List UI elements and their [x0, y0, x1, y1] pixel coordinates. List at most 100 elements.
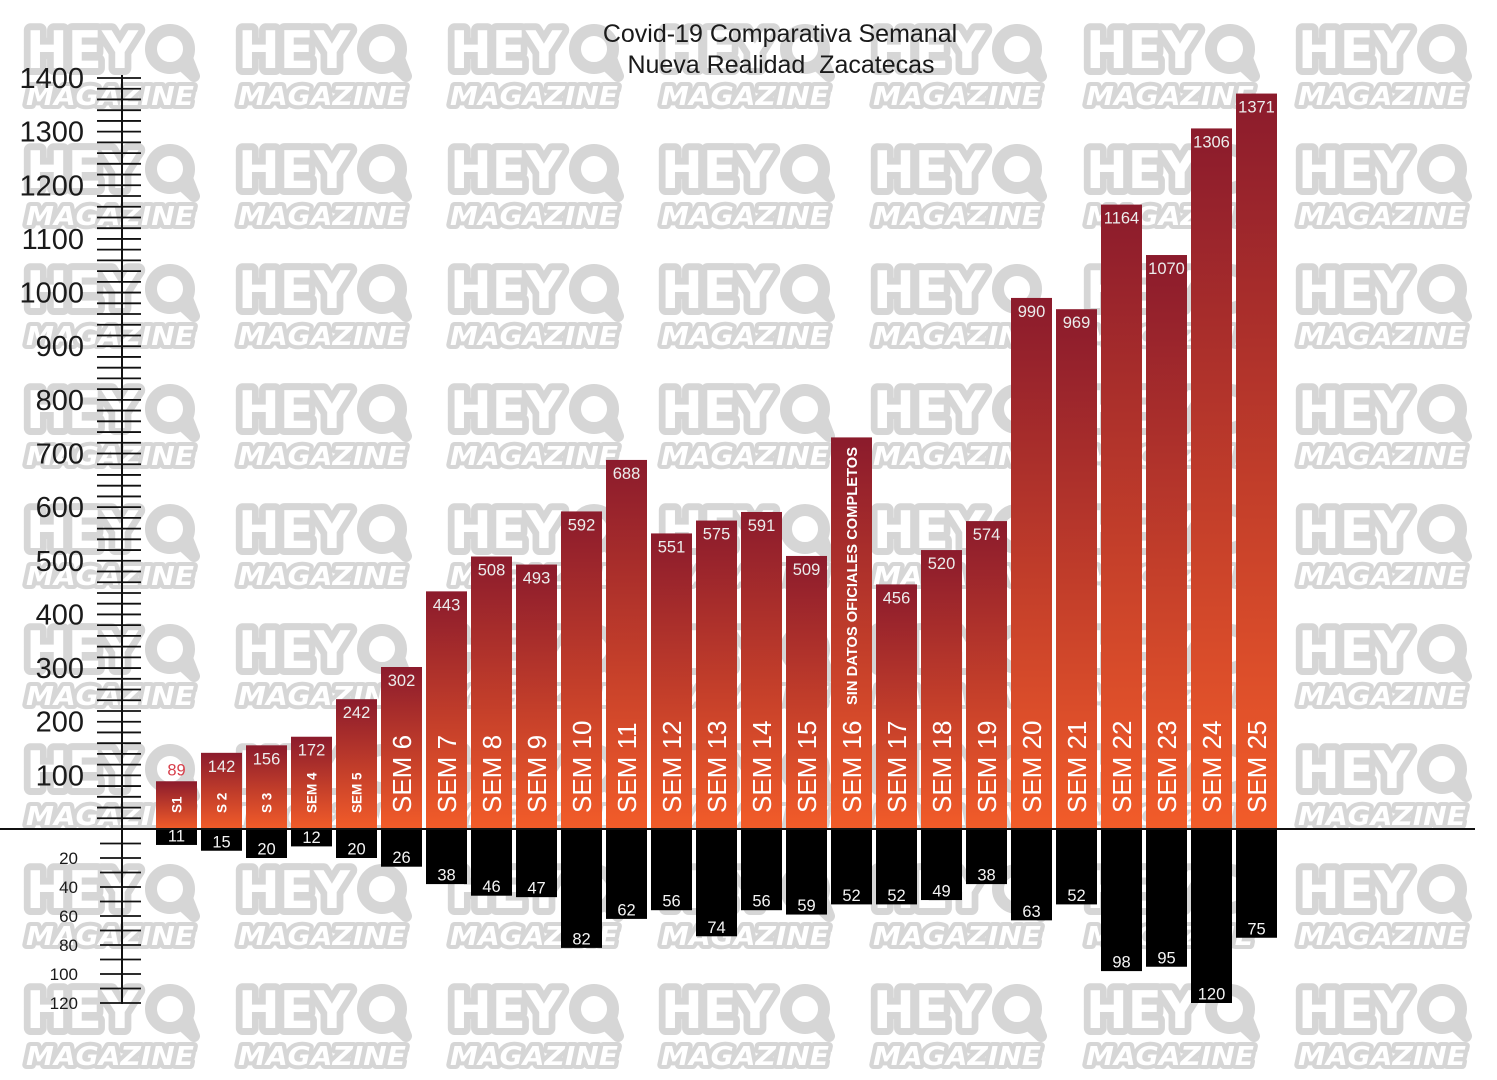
category-label: SEM 15 — [792, 721, 822, 814]
bar-lower — [876, 829, 917, 905]
speech-bubble-icon — [357, 864, 412, 922]
watermark-magazine-text: MAGAZINE — [1086, 82, 1254, 112]
watermark-magazine-text: MAGAZINE — [26, 82, 194, 112]
bar-value-label: 443 — [433, 596, 461, 614]
y-tick-label: 700 — [36, 439, 84, 471]
category-label: SEM 25 — [1242, 721, 1272, 814]
watermark-magazine-text: MAGAZINE — [1298, 682, 1466, 712]
bar-weekly-cases — [246, 745, 287, 829]
bar-weekly-cases — [966, 521, 1007, 829]
category-label: SEM 19 — [972, 721, 1002, 814]
watermark-hey-text: HEY — [26, 981, 139, 1041]
bar-value-label: 574 — [973, 526, 1001, 544]
speech-bubble-body — [145, 504, 195, 554]
speech-bubble-body — [1417, 384, 1467, 434]
chart-subtitle: Nueva Realidad Zacatecas — [627, 51, 934, 79]
watermark-magazine-text: MAGAZINE — [238, 322, 406, 352]
speech-bubble-body — [357, 264, 407, 314]
bar-annotation-label: SIN DATOS OFICIALES COMPLETOS — [844, 447, 861, 705]
bar-weekly-cases — [696, 520, 737, 829]
y-tick-label-lower: 20 — [59, 849, 78, 868]
watermark-hey-text: HEY — [450, 981, 563, 1041]
category-label: SEM 8 — [477, 735, 507, 813]
watermark-magazine-text: MAGAZINE — [450, 1042, 618, 1072]
category-label: SEM 5 — [349, 772, 364, 813]
speech-bubble-icon — [145, 144, 200, 202]
bar-lower — [921, 829, 962, 901]
bar-weekly-cases — [336, 699, 377, 829]
bar-value-label: 508 — [478, 561, 506, 579]
speech-bubble-body — [145, 24, 195, 74]
week-bar-group: 493 SEM 9 47 — [516, 564, 557, 898]
y-tick-label: 300 — [36, 653, 84, 685]
speech-bubble-icon — [1417, 384, 1472, 442]
speech-bubble-body — [357, 624, 407, 674]
bar-lower-value-label: 74 — [707, 919, 725, 937]
bar-lower-value-label: 82 — [572, 930, 590, 948]
bar-lower — [561, 829, 602, 948]
watermark-magazine-text: MAGAZINE — [26, 682, 194, 712]
speech-bubble-body — [1417, 624, 1467, 674]
week-bar-group: 575 SEM 13 74 — [696, 520, 737, 937]
speech-bubble-icon — [1205, 24, 1260, 82]
speech-bubble-icon — [357, 984, 412, 1042]
watermark-hey-text: HEY — [873, 21, 986, 81]
watermark-hey-text: HEY — [450, 261, 563, 321]
week-bar-group: 591 SEM 14 56 — [741, 511, 782, 911]
bar-weekly-cases — [1146, 255, 1187, 829]
bar-lower-value-label: 59 — [797, 897, 815, 915]
speech-bubble-body — [992, 144, 1042, 194]
watermark-hey-text: HEY — [26, 741, 139, 801]
watermark-hey-text: HEY — [238, 21, 351, 81]
bar-lower-value-label: 20 — [257, 841, 275, 859]
watermark-magazine-text: MAGAZINE — [1086, 1042, 1254, 1072]
y-tick-label: 400 — [36, 599, 84, 631]
speech-bubble-body — [780, 24, 830, 74]
watermark-hey-text: HEY — [661, 21, 774, 81]
speech-bubble-icon — [145, 264, 200, 322]
bar-lower — [606, 829, 647, 919]
bar-lower — [246, 829, 287, 858]
category-label: SEM 16 — [837, 721, 867, 814]
bar-value-label: 688 — [613, 465, 641, 483]
week-bar-group: 172 SEM 4 12 — [291, 736, 332, 847]
watermark-hey-text: HEY — [450, 141, 563, 201]
speech-bubble-icon — [569, 264, 624, 322]
week-bar-group: 443 SEM 7 38 — [426, 591, 467, 885]
y-tick-label: 1200 — [19, 170, 84, 202]
watermark-magazine-text: MAGAZINE — [1298, 82, 1466, 112]
category-label: SEM 20 — [1017, 721, 1047, 814]
bar-weekly-cases — [381, 666, 422, 829]
speech-bubble-body — [145, 624, 195, 674]
week-bar-group: 520 SEM 18 49 — [921, 550, 962, 901]
watermark-hey-text: HEY — [661, 381, 774, 441]
bar-lower-value-label: 52 — [887, 887, 905, 905]
bar-weekly-cases — [1056, 309, 1097, 830]
watermark-hey-text: HEY — [1298, 21, 1411, 81]
y-tick-label: 1100 — [22, 224, 84, 256]
speech-bubble-icon — [1417, 744, 1472, 802]
bar-weekly-cases — [516, 564, 557, 829]
speech-bubble-body — [1417, 864, 1467, 914]
speech-bubble-icon — [780, 384, 835, 442]
watermark-hey-text: HEY — [238, 981, 351, 1041]
bar-weekly-cases — [156, 781, 197, 829]
speech-bubble-body — [1417, 744, 1467, 794]
week-bar-group: 509 SEM 15 59 — [786, 555, 827, 915]
speech-bubble-icon — [145, 624, 200, 682]
speech-bubble-body — [780, 984, 830, 1034]
bar-value-label: 242 — [343, 704, 371, 722]
y-tick-label: 600 — [36, 492, 84, 524]
bar-lower-value-label: 52 — [842, 887, 860, 905]
speech-bubble-icon — [569, 984, 624, 1042]
bar-value-label: 1164 — [1104, 210, 1139, 228]
speech-bubble-body — [1417, 264, 1467, 314]
week-bar-group: SIN DATOS OFICIALES COMPLETOS SEM 16 52 — [831, 437, 872, 905]
speech-bubble-body — [357, 504, 407, 554]
